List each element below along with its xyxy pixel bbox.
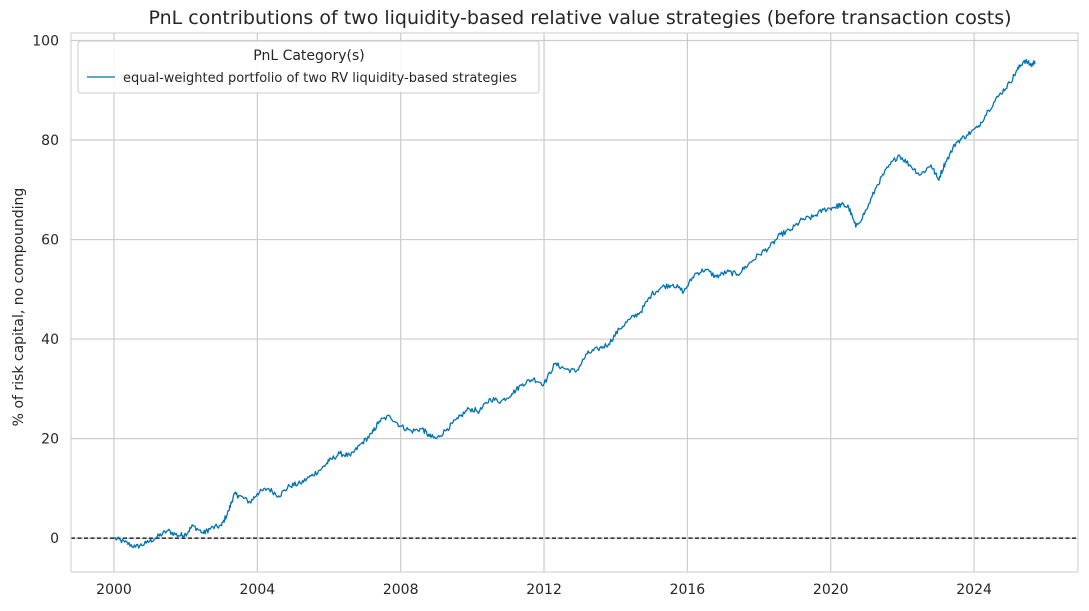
x-tick-label: 2016 xyxy=(670,582,706,598)
x-tick-label: 2004 xyxy=(240,582,276,598)
y-tick-label: 100 xyxy=(32,33,59,49)
y-axis-label: % of risk capital, no compounding xyxy=(11,188,27,427)
tick-labels: 2000 2004 2008 2012 2016 2020 2024 0 20 40 60 80 100 xyxy=(32,33,992,598)
y-tick-label: 40 xyxy=(41,332,59,348)
series-layer xyxy=(113,59,1036,549)
x-tick-label: 2020 xyxy=(813,582,849,598)
legend-title: PnL Category(s) xyxy=(253,48,365,64)
y-tick-label: 80 xyxy=(41,133,59,149)
y-tick-label: 0 xyxy=(50,531,59,547)
x-tick-label: 2024 xyxy=(956,582,992,598)
y-tick-label: 60 xyxy=(41,233,59,249)
series-line xyxy=(113,59,1036,549)
legend: PnL Category(s) equal-weighted portfolio… xyxy=(77,40,540,94)
chart-title: PnL contributions of two liquidity-based… xyxy=(148,7,1011,29)
y-tick-label: 20 xyxy=(41,432,59,448)
legend-entry: equal-weighted portfolio of two RV liqui… xyxy=(123,71,517,86)
x-tick-label: 2012 xyxy=(526,582,562,598)
plot-frame xyxy=(70,32,1079,573)
x-tick-label: 2008 xyxy=(383,582,419,598)
grid-lines xyxy=(71,33,1078,572)
legend-box xyxy=(77,40,540,94)
x-tick-label: 2000 xyxy=(96,582,132,598)
